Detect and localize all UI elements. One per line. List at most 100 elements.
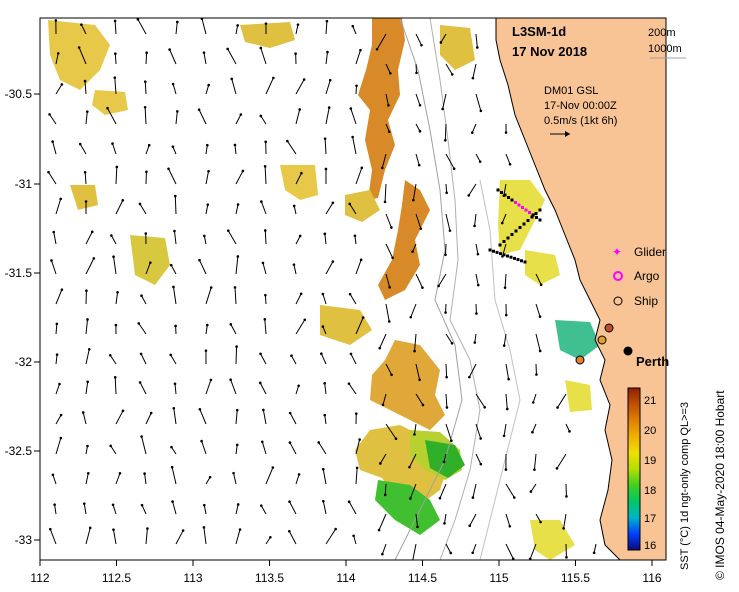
- current-vector: [79, 143, 87, 155]
- glider-legend-icon: ✦: [612, 245, 622, 259]
- glider-point: [506, 236, 510, 240]
- current-vector-head: [48, 527, 52, 531]
- current-vector: [378, 513, 387, 531]
- current-vector: [532, 393, 537, 403]
- current-vector: [475, 273, 479, 286]
- current-vector-head: [321, 467, 325, 471]
- current-vector-head: [381, 552, 384, 556]
- current-vector-head: [114, 52, 117, 55]
- current-vector-head: [226, 47, 229, 51]
- x-tick-label: 113.5: [255, 571, 284, 585]
- current-vector-head: [208, 475, 212, 479]
- current-vector: [472, 483, 477, 498]
- current-vector-head: [528, 557, 532, 560]
- current-vector-head: [325, 19, 329, 23]
- current-vector: [172, 83, 177, 95]
- glider-point: [488, 248, 492, 252]
- current-vector-head: [297, 384, 300, 388]
- current-vector: [324, 415, 327, 425]
- current-vector: [535, 513, 542, 523]
- current-vector-head: [442, 460, 446, 464]
- current-vector-head: [437, 284, 440, 288]
- current-vector-head: [203, 234, 206, 238]
- current-vector-head: [260, 440, 264, 444]
- current-vector-head: [147, 143, 151, 147]
- glider-point: [538, 218, 542, 222]
- current-vector-head: [473, 224, 476, 228]
- current-vector-head: [60, 83, 64, 86]
- current-vector-head: [197, 108, 201, 111]
- current-vector-head: [51, 140, 54, 143]
- current-vector-head: [86, 471, 90, 475]
- isobath-legend-200m: 200m: [648, 27, 676, 39]
- colorbar-tick-label: 19: [644, 455, 656, 467]
- glider-point: [523, 260, 527, 264]
- current-vector-head: [323, 232, 327, 236]
- glider-track: [488, 188, 542, 264]
- current-vector: [385, 273, 391, 288]
- current-vector-head: [181, 529, 185, 532]
- glider-point: [498, 243, 502, 247]
- current-vector: [139, 203, 147, 215]
- glider-point: [528, 211, 531, 214]
- current-vector: [203, 52, 207, 65]
- current-vector: [445, 213, 451, 231]
- current-vector-head: [438, 496, 442, 500]
- current-vector-head: [114, 323, 118, 327]
- current-vector-head: [110, 234, 113, 237]
- current-vector-head: [207, 83, 210, 87]
- colorbar-gradient: [627, 387, 641, 551]
- isobath-1000m: [394, 18, 463, 560]
- current-vector: [264, 166, 267, 185]
- current-vector: [85, 111, 88, 125]
- current-vector-head: [375, 47, 379, 51]
- argo-legend-icon: [613, 271, 623, 281]
- current-vector: [295, 385, 300, 395]
- current-vector: [472, 543, 477, 553]
- y-tick-label: -32.5: [5, 444, 33, 458]
- current-vector: [85, 473, 89, 485]
- current-vector: [415, 363, 421, 380]
- current-vector-head: [263, 229, 267, 232]
- current-vector: [384, 183, 387, 202]
- current-vector-head: [387, 130, 391, 134]
- current-vector: [83, 503, 87, 515]
- current-vector: [109, 355, 117, 365]
- current-vector: [175, 111, 178, 125]
- sst-patches: [48, 18, 600, 560]
- current-vector-head: [502, 344, 506, 347]
- current-vector-head: [349, 107, 353, 110]
- current-vector: [385, 93, 389, 106]
- current-vector: [475, 423, 482, 439]
- current-vector: [355, 259, 362, 275]
- current-vector-head: [296, 23, 300, 26]
- current-vector: [234, 144, 237, 155]
- current-vector: [355, 317, 364, 335]
- current-vector: [115, 200, 124, 215]
- current-vector: [324, 233, 327, 245]
- current-vector-head: [471, 551, 475, 555]
- current-vector-head: [202, 526, 206, 529]
- current-vector: [505, 543, 514, 559]
- glider-point: [538, 208, 542, 212]
- current-vector: [475, 153, 481, 162]
- current-vector: [141, 504, 147, 515]
- current-vector-head: [355, 84, 358, 88]
- current-vector: [469, 513, 477, 526]
- current-vector: [141, 295, 147, 305]
- current-vector-head: [505, 407, 509, 411]
- current-vector-head: [508, 524, 512, 528]
- current-vector: [259, 382, 267, 395]
- current-vector: [289, 442, 297, 455]
- current-vector: [503, 333, 507, 346]
- current-vector: [291, 355, 297, 365]
- current-vector-head: [233, 286, 237, 289]
- current-vector: [173, 230, 177, 245]
- current-vector-head: [411, 250, 414, 253]
- current-vector: [84, 172, 87, 185]
- current-vector: [295, 474, 300, 485]
- current-vector: [110, 235, 117, 245]
- current-vector: [531, 423, 537, 433]
- current-vector-head: [445, 406, 449, 409]
- current-vector-head: [229, 378, 232, 381]
